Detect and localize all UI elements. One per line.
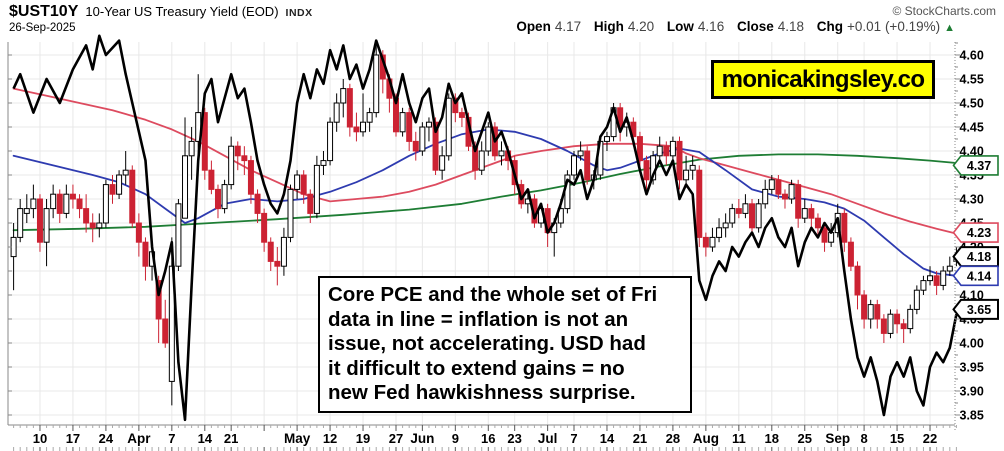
svg-text:4.55: 4.55: [960, 73, 984, 87]
svg-text:3.90: 3.90: [960, 385, 984, 399]
svg-text:14: 14: [600, 431, 615, 446]
svg-text:Jul: Jul: [538, 431, 558, 446]
ma-red-line: [12, 87, 958, 235]
axes: [7, 42, 960, 451]
svg-text:17: 17: [66, 431, 80, 446]
price-badge: 3.65: [952, 298, 999, 320]
open-value: 4.17: [554, 19, 582, 34]
low-label: Low: [666, 19, 694, 34]
svg-text:4.18: 4.18: [967, 250, 991, 264]
chart-title: $UST10Y 10-Year US Treasury Yield (EOD) IN…: [9, 3, 313, 21]
x-axis-labels: 10 17 24 Apr 7 14 21 May 12 19 27 Jun 9 16 23 Jul 7 14 21 2…: [33, 431, 938, 446]
svg-text:19: 19: [356, 431, 370, 446]
ma-green-line: [12, 153, 958, 232]
price-badge: 4.14: [952, 265, 999, 287]
svg-text:25: 25: [798, 431, 812, 446]
symbol-name: 10-Year US Treasury Yield (EOD): [85, 4, 279, 19]
open-label: Open: [516, 19, 551, 34]
exchange-label: INDX: [285, 7, 313, 19]
ohlc-readout: Open 4.17 High 4.20 Low 4.16 Close 4.18 Chg +…: [516, 19, 955, 34]
svg-text:27: 27: [389, 431, 403, 446]
svg-text:4.23: 4.23: [967, 226, 991, 240]
overlay-lines: [12, 87, 958, 277]
svg-text:4.00: 4.00: [960, 337, 984, 351]
high-value: 4.20: [627, 19, 655, 34]
chg-value: +0.01 (+0.19%): [847, 19, 941, 34]
high-label: High: [593, 19, 624, 34]
svg-text:4.30: 4.30: [960, 193, 984, 207]
svg-text:Aug: Aug: [693, 431, 719, 446]
watermark-box: monicakingsley.co: [711, 60, 935, 99]
svg-text:3.95: 3.95: [960, 361, 984, 375]
svg-text:28: 28: [666, 431, 680, 446]
svg-text:3.65: 3.65: [967, 303, 991, 317]
svg-text:Apr: Apr: [127, 431, 151, 446]
close-value: 4.18: [777, 19, 805, 34]
svg-text:Sep: Sep: [825, 431, 850, 446]
svg-text:15: 15: [890, 431, 904, 446]
price-badge: 4.18: [952, 246, 999, 268]
chg-label: Chg: [816, 19, 844, 34]
svg-text:4.50: 4.50: [960, 97, 984, 111]
svg-text:4.45: 4.45: [960, 121, 984, 135]
svg-text:10: 10: [33, 431, 47, 446]
svg-text:16: 16: [481, 431, 495, 446]
low-value: 4.16: [697, 19, 725, 34]
svg-text:18: 18: [765, 431, 779, 446]
svg-text:4.60: 4.60: [960, 49, 984, 63]
chart-date: 26-Sep-2025: [9, 22, 76, 34]
overlay-black-line: [12, 34, 958, 422]
chart-annotation-note: Core PCE and the whole set of Fri data i…: [318, 276, 692, 413]
svg-text:May: May: [284, 431, 311, 446]
svg-text:21: 21: [633, 431, 647, 446]
svg-text:Jun: Jun: [410, 431, 434, 446]
svg-text:23: 23: [507, 431, 521, 446]
svg-text:22: 22: [923, 431, 937, 446]
price-badges: 4.37 4.23 4.18 4.14 3.65: [952, 155, 999, 320]
svg-text:7: 7: [168, 431, 175, 446]
svg-text:11: 11: [732, 431, 746, 446]
svg-text:4.37: 4.37: [967, 159, 991, 173]
stockcharts-credit: © StockCharts.com: [892, 4, 996, 18]
candles: [10, 40, 960, 406]
svg-text:3.85: 3.85: [960, 409, 984, 423]
svg-text:21: 21: [224, 431, 238, 446]
symbol-label: $UST10Y: [9, 3, 79, 20]
svg-text:9: 9: [452, 431, 459, 446]
svg-text:4.14: 4.14: [967, 269, 991, 283]
svg-text:14: 14: [198, 431, 213, 446]
svg-text:24: 24: [99, 431, 114, 446]
svg-text:7: 7: [570, 431, 577, 446]
svg-text:4.40: 4.40: [960, 145, 984, 159]
close-label: Close: [736, 19, 774, 34]
price-badge: 4.23: [952, 222, 999, 243]
svg-text:12: 12: [323, 431, 337, 446]
price-badge: 4.37: [952, 155, 999, 176]
svg-text:8: 8: [860, 431, 867, 446]
up-triangle-icon: ▲: [944, 22, 955, 34]
